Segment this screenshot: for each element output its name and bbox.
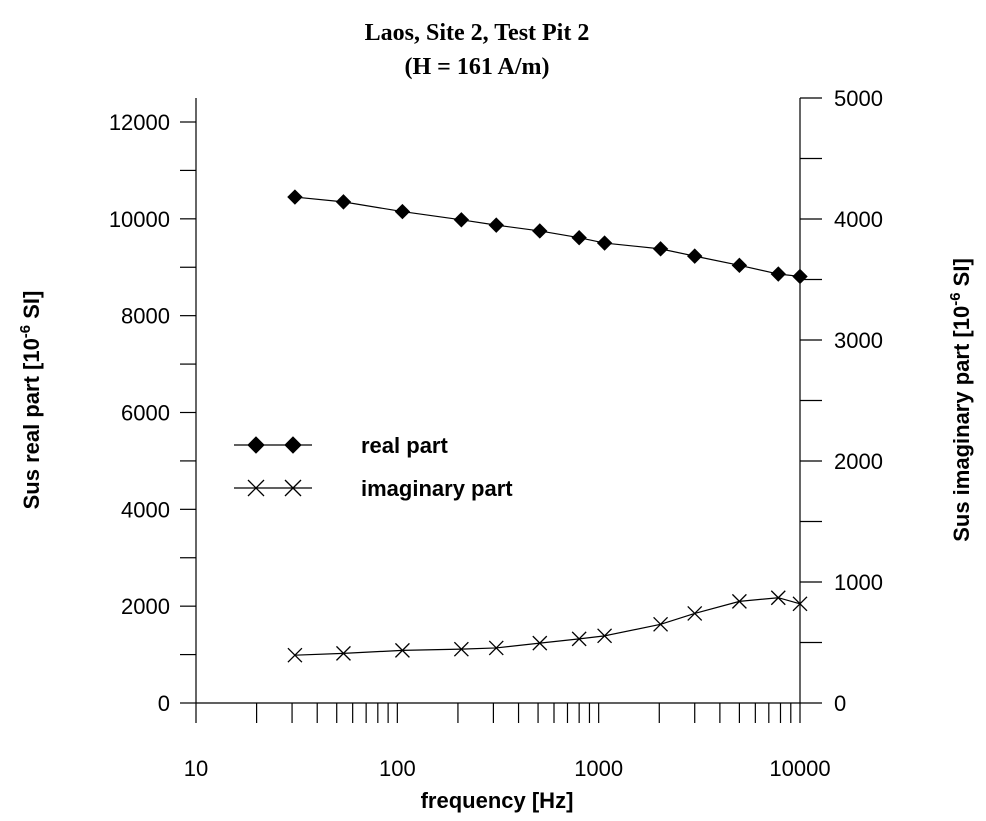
y-tick-label: 6000 — [121, 401, 170, 426]
y-axis-label-end: SI] — [19, 291, 44, 325]
series-imaginary-part — [287, 590, 808, 663]
x-tick-label: 10 — [184, 756, 208, 781]
cross-stroke-b — [453, 641, 469, 657]
data-point-imaginary — [731, 593, 747, 609]
legend-label: imaginary part — [361, 476, 513, 501]
data-point-real — [453, 212, 470, 228]
data-point-imaginary — [532, 635, 548, 651]
y2-axis-label-exponent: -6 — [947, 292, 964, 305]
y2-axis-label-end: SI] — [949, 258, 974, 292]
x-tick-label: 10000 — [769, 756, 830, 781]
data-point-imaginary — [571, 631, 587, 647]
y2-tick-label: 0 — [834, 691, 846, 716]
cross-stroke-b — [687, 606, 703, 621]
cross-stroke-b — [653, 616, 669, 632]
data-point-real — [687, 248, 703, 264]
x-axis-label: frequency [Hz] — [421, 788, 574, 813]
y-tick-label: 2000 — [121, 594, 170, 619]
cross-stroke-b — [284, 479, 302, 497]
y-tick-label: 8000 — [121, 304, 170, 329]
data-point-real — [731, 257, 748, 274]
data-point-real — [571, 230, 587, 246]
x-tick-label: 100 — [379, 756, 416, 781]
y2-tick-label: 5000 — [834, 86, 883, 111]
y2-tick-label: 4000 — [834, 207, 883, 232]
cross-stroke-b — [597, 628, 613, 644]
data-point-real — [335, 194, 352, 210]
legend-label: real part — [361, 433, 448, 458]
cross-stroke-b — [394, 642, 410, 658]
series-real-part — [287, 189, 808, 285]
chart-title: Laos, Site 2, Test Pit 2 — [365, 20, 590, 46]
cross-stroke-b — [488, 640, 504, 656]
data-point-real — [394, 203, 411, 220]
y-axis-label: Sus real part [10-6 SI] — [17, 291, 44, 510]
y-tick-label: 4000 — [121, 497, 170, 522]
data-point-real — [488, 217, 504, 233]
y2-tick-label: 1000 — [834, 570, 883, 595]
cross-stroke-b — [792, 596, 808, 612]
cross-stroke-b — [287, 647, 303, 663]
y-axis-label-exponent: -6 — [17, 325, 34, 338]
y-tick-label: 0 — [158, 691, 170, 716]
chart-subtitle: (H = 161 A/m) — [405, 54, 550, 80]
data-point-imaginary — [394, 642, 410, 658]
data-point-imaginary — [453, 641, 469, 657]
data-point-imaginary — [488, 640, 504, 656]
series-line — [294, 597, 801, 656]
y2-axis-label-main: Sus imaginary part [10 — [949, 306, 974, 542]
y2-axis-label: Sus imaginary part [10-6 SI] — [947, 258, 974, 542]
data-point-imaginary — [335, 645, 351, 661]
data-point-real — [652, 241, 669, 257]
data-point-imaginary — [597, 628, 613, 644]
cross-stroke-b — [731, 593, 747, 609]
data-point-imaginary — [653, 616, 669, 632]
y-axis-label-main: Sus real part [10 — [19, 338, 44, 509]
data-point-real — [596, 235, 613, 251]
legend-marker-cross — [284, 479, 302, 497]
legend-marker-diamond — [247, 436, 265, 454]
legend: real part imaginary part — [234, 433, 513, 501]
y2-tick-label: 3000 — [834, 328, 883, 353]
data-point-real — [532, 223, 548, 239]
legend-marker-diamond — [284, 436, 302, 454]
y-tick-label: 12000 — [109, 110, 170, 135]
cross-stroke-b — [247, 479, 265, 497]
cross-stroke-b — [335, 645, 351, 661]
data-point-imaginary — [687, 606, 703, 621]
data-point-imaginary — [792, 596, 808, 612]
legend-entry-imaginary-part: imaginary part — [234, 476, 513, 501]
cross-stroke-b — [532, 635, 548, 651]
series-layer — [287, 189, 808, 663]
data-point-imaginary — [770, 590, 786, 606]
data-point-real — [287, 189, 303, 205]
data-point-real — [770, 266, 786, 282]
cross-stroke-b — [571, 631, 587, 647]
legend-entry-real-part: real part — [234, 433, 448, 458]
x-tick-label: 1000 — [574, 756, 623, 781]
data-point-imaginary — [287, 647, 303, 663]
y2-tick-label: 2000 — [834, 449, 883, 474]
cross-stroke-b — [770, 590, 786, 606]
y-tick-label: 10000 — [109, 207, 170, 232]
data-point-real — [792, 268, 808, 285]
legend-marker-cross — [247, 479, 265, 497]
series-line — [294, 196, 801, 278]
axes-group: 0 2000 4000 6000 8000 10000 12000 0 1000 2000 3000… — [109, 86, 883, 781]
